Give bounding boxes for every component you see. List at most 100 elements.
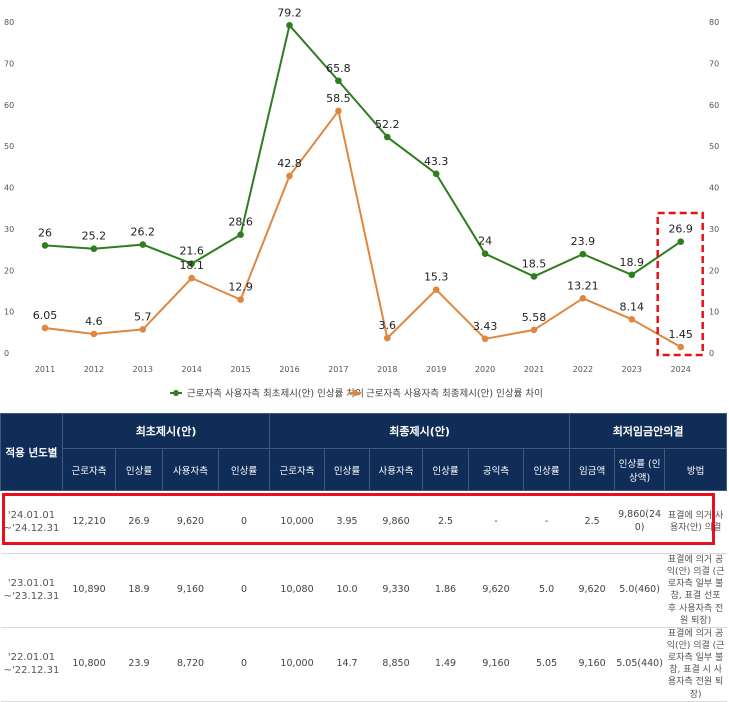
series-2-point [237,296,244,303]
chart-canvas: 0 10 20 30 40 50 60 70 80 0 10 20 30 40 50 60 70 80 2011… [4,6,719,400]
x-tick-label: 2014 [182,365,202,374]
data-label-series-2: 3.43 [473,320,498,333]
data-label-series-2: 5.58 [522,311,547,324]
data-label-series-2: 5.7 [134,310,152,323]
data-label-series-2: 42.8 [277,157,302,170]
data-label-series-2: 58.5 [326,92,351,105]
y-axis-right: 0 10 20 30 40 50 60 70 80 [709,18,719,358]
table-cell: 2.5 [422,490,469,554]
series-line-2 [44,109,682,348]
series-1-point [384,133,391,141]
subheader: 인상률 (인상액) [614,448,666,491]
table-cell: 9,860 [369,490,423,554]
table-cell: 5.0(460) [614,553,665,628]
y-tick-label-right: 60 [709,101,719,110]
series-1-point [286,22,293,29]
y-tick-label-right: 20 [709,266,719,275]
series-1-point [188,260,195,267]
highlight-layer [656,211,704,357]
data-label-series-1: 25.2 [82,230,107,243]
table-cell: 9,330 [369,553,423,628]
series-2-point [286,172,293,180]
subheader: 근로자측 [62,448,116,491]
x-tick-label: 2020 [475,365,495,374]
table-cell: 3.95 [324,490,370,554]
y-tick-label-right: 0 [709,349,714,358]
data-label-series-1: 65.8 [326,62,351,75]
table-cell: 9,620 [162,490,219,554]
header-resolution: 최저임금안의결 [569,413,728,449]
data-label-series-2: 4.6 [85,315,103,328]
table-cell: 9,160 [162,553,219,628]
subheader: 인상률 [217,448,271,491]
data-label-series-2: 13.21 [567,279,599,292]
y-tick-label-left: 60 [4,101,14,110]
series-2-point [579,295,587,302]
series-2-point [432,286,440,293]
legend-entry-2: 근로자측 사용자측 최종제시(안) 인상률 차이 [366,388,543,400]
data-label-series-2: 6.05 [33,309,58,322]
subheader: 사용자측 [162,448,219,491]
y-tick-label-left: 0 [4,349,9,358]
x-tick-label: 2016 [279,365,299,374]
series-1-point [481,250,489,257]
subheader: 인상률 [115,448,163,491]
table-cell: 0 [218,490,270,554]
data-label-series-2: 12.9 [228,281,253,294]
table-cell: - [468,490,524,554]
data-label-series-2: 3.6 [379,319,397,332]
table-cell: 9,160 [569,627,615,702]
series-1-point [677,238,684,246]
y-tick-label-right: 30 [709,225,719,234]
table-cell: 5.0 [523,553,570,628]
series-2-point [41,324,49,332]
table-cell: 18.9 [115,553,163,628]
header-year: 적용 년도별 [0,413,63,491]
subheader: 방법 [664,448,728,491]
minimum-wage-table: 적용 년도별 최초제시(안) 최종제시(안) 최저임금안의결 근로자측 인상률 … [0,413,728,702]
data-label-series-1: 52.2 [375,118,400,131]
series-2-point [481,335,489,343]
x-tick-label: 2024 [671,365,691,374]
y-tick-label-right: 80 [709,18,719,27]
x-tick-label: 2012 [84,365,104,374]
x-tick-label: 2021 [524,365,544,374]
data-label-series-1: 18.9 [620,256,645,269]
row-period: '22.01.01 ~'22.12.31 [0,627,63,702]
series-1-point [579,250,587,258]
highlight-box-2024 [656,211,704,357]
table-cell: 9,620 [569,553,615,628]
legend: 근로자측 사용자측 최초제시(안) 인상률 차이 근로자측 사용자측 최종제시(안… [170,388,543,400]
series-1-point [139,241,147,248]
y-tick-label-left: 40 [4,184,14,193]
x-tick-label: 2022 [573,365,593,374]
y-tick-label-right: 50 [709,142,719,151]
table-cell: - [523,490,570,554]
series-2-point [90,330,98,338]
series-1-point [90,245,98,253]
subheader: 근로자측 [269,448,326,491]
series-line-1 [44,24,682,278]
table-cell: 10.0 [324,553,370,628]
x-tick-label: 2018 [377,365,397,374]
series-1-point [41,242,49,249]
series-2-point [188,274,195,282]
data-label-series-1: 18.5 [522,257,547,270]
table-cell: 10,080 [269,553,325,628]
series-2-point [139,326,147,333]
table-row: '23.01.01 ~'23.12.31 10,890 18.9 9,160 0… [0,553,727,628]
x-tick-label: 2019 [426,365,446,374]
table-cell: 1.86 [422,553,469,628]
table-cell-method: 표결에 의거 사용자(안) 의결 [664,490,727,554]
table-cell: 9,860(240) [614,490,665,554]
row-period: '24.01.01 ~'24.12.31 [0,490,63,554]
table-cell: 9,620 [468,553,524,628]
table-cell: 12,210 [62,490,116,554]
y-tick-label-left: 50 [4,142,14,151]
table-cell-method: 표결에 의거 공익(안) 의결 (근로자측 일부 불참, 표결 선포 후 사용자… [664,553,727,628]
series-2-point [530,326,538,334]
data-label-series-1: 26 [38,226,52,239]
table-cell: 10,800 [62,627,116,702]
table-cell: 10,000 [269,627,325,702]
data-label-series-2: 18.1 [179,259,204,272]
